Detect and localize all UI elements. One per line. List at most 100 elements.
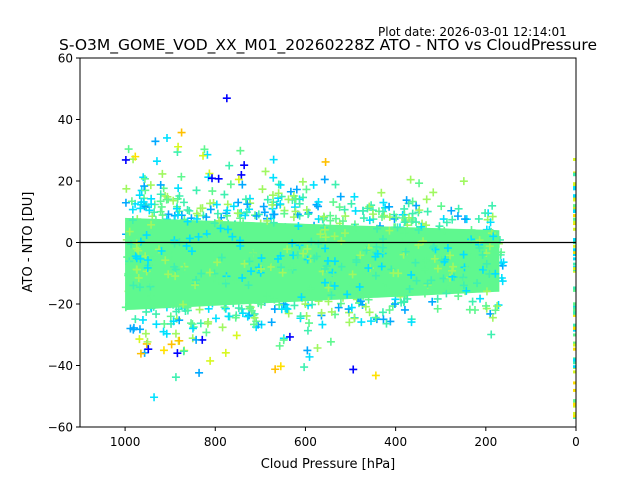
data-point: [365, 308, 374, 317]
data-point: [135, 335, 144, 344]
data-point: [573, 238, 576, 242]
data-point: [205, 268, 214, 277]
data-point: [146, 278, 155, 287]
data-point: [465, 305, 474, 314]
data-point: [156, 190, 165, 199]
data-point: [329, 198, 338, 207]
data-point: [340, 229, 349, 238]
data-point: [407, 318, 416, 327]
data-point: [324, 283, 333, 292]
data-point: [449, 262, 458, 271]
data-point: [218, 323, 227, 332]
data-point: [297, 293, 306, 302]
data-point: [307, 237, 316, 246]
data-point: [244, 281, 253, 290]
data-point: [305, 352, 314, 361]
data-point: [319, 212, 328, 221]
data-point: [298, 177, 307, 186]
data-point: [573, 411, 576, 415]
data-point: [259, 202, 268, 211]
data-point: [162, 195, 171, 204]
data-point: [295, 237, 304, 246]
data-point: [291, 246, 300, 255]
data-point: [177, 172, 186, 181]
data-point: [433, 294, 442, 303]
data-point: [210, 243, 219, 252]
data-point: [437, 202, 446, 211]
data-point: [132, 239, 141, 248]
data-point: [306, 284, 315, 293]
data-point: [270, 210, 279, 219]
data-point: [245, 257, 254, 266]
data-point: [402, 196, 411, 205]
data-point: [241, 195, 250, 204]
data-point: [268, 200, 277, 209]
y-tick-label: 20: [58, 175, 73, 189]
data-point: [573, 267, 576, 271]
data-point: [267, 318, 276, 327]
data-point: [147, 194, 156, 203]
data-point: [256, 264, 265, 273]
data-point: [459, 177, 468, 186]
data-point: [400, 229, 409, 238]
data-point: [215, 276, 224, 285]
data-point: [485, 242, 494, 251]
x-tick-label: 200: [474, 435, 497, 449]
data-point: [336, 192, 345, 201]
data-point: [433, 264, 442, 273]
data-point: [443, 244, 452, 253]
data-point: [412, 276, 421, 285]
data-point: [240, 259, 249, 268]
data-point: [157, 246, 166, 255]
data-point: [217, 253, 226, 262]
data-point: [415, 179, 424, 188]
data-point: [337, 288, 346, 297]
data-point: [262, 259, 271, 268]
data-point: [465, 237, 474, 246]
data-point: [482, 301, 491, 310]
x-tick-label: 0: [572, 435, 580, 449]
data-point: [245, 311, 254, 320]
data-point: [260, 208, 269, 217]
data-point: [192, 335, 201, 344]
data-point: [499, 258, 508, 267]
data-point: [378, 235, 387, 244]
data-point: [135, 325, 144, 334]
data-point: [247, 306, 256, 315]
data-point: [275, 341, 284, 350]
plot-date: Plot date: 2026-03-01 12:14:01: [378, 25, 567, 39]
data-point: [482, 259, 491, 268]
data-point: [487, 330, 496, 339]
data-point: [347, 303, 356, 312]
data-point: [401, 275, 410, 284]
data-point: [223, 206, 232, 215]
data-point: [491, 269, 500, 278]
data-point: [573, 198, 576, 202]
data-point: [314, 239, 323, 248]
data-point: [443, 285, 452, 294]
data-point: [183, 217, 192, 226]
x-tick-label: 600: [294, 435, 317, 449]
data-point: [295, 199, 304, 208]
data-point: [242, 208, 251, 217]
data-point: [338, 217, 347, 226]
data-point: [128, 216, 137, 225]
data-point: [187, 247, 196, 256]
data-point: [334, 303, 343, 312]
data-point: [222, 274, 231, 283]
data-point: [384, 242, 393, 251]
data-point: [160, 319, 169, 328]
data-point: [127, 197, 136, 206]
data-point: [488, 201, 497, 210]
data-point: [124, 145, 133, 154]
x-tick-label: 400: [384, 435, 407, 449]
data-point: [437, 246, 446, 255]
data-point: [411, 258, 420, 267]
data-point: [199, 151, 208, 160]
data-point: [321, 233, 330, 242]
data-point: [303, 346, 312, 355]
data-point: [371, 271, 380, 280]
data-point: [573, 217, 576, 221]
data-point: [210, 219, 219, 228]
data-point: [327, 307, 336, 316]
